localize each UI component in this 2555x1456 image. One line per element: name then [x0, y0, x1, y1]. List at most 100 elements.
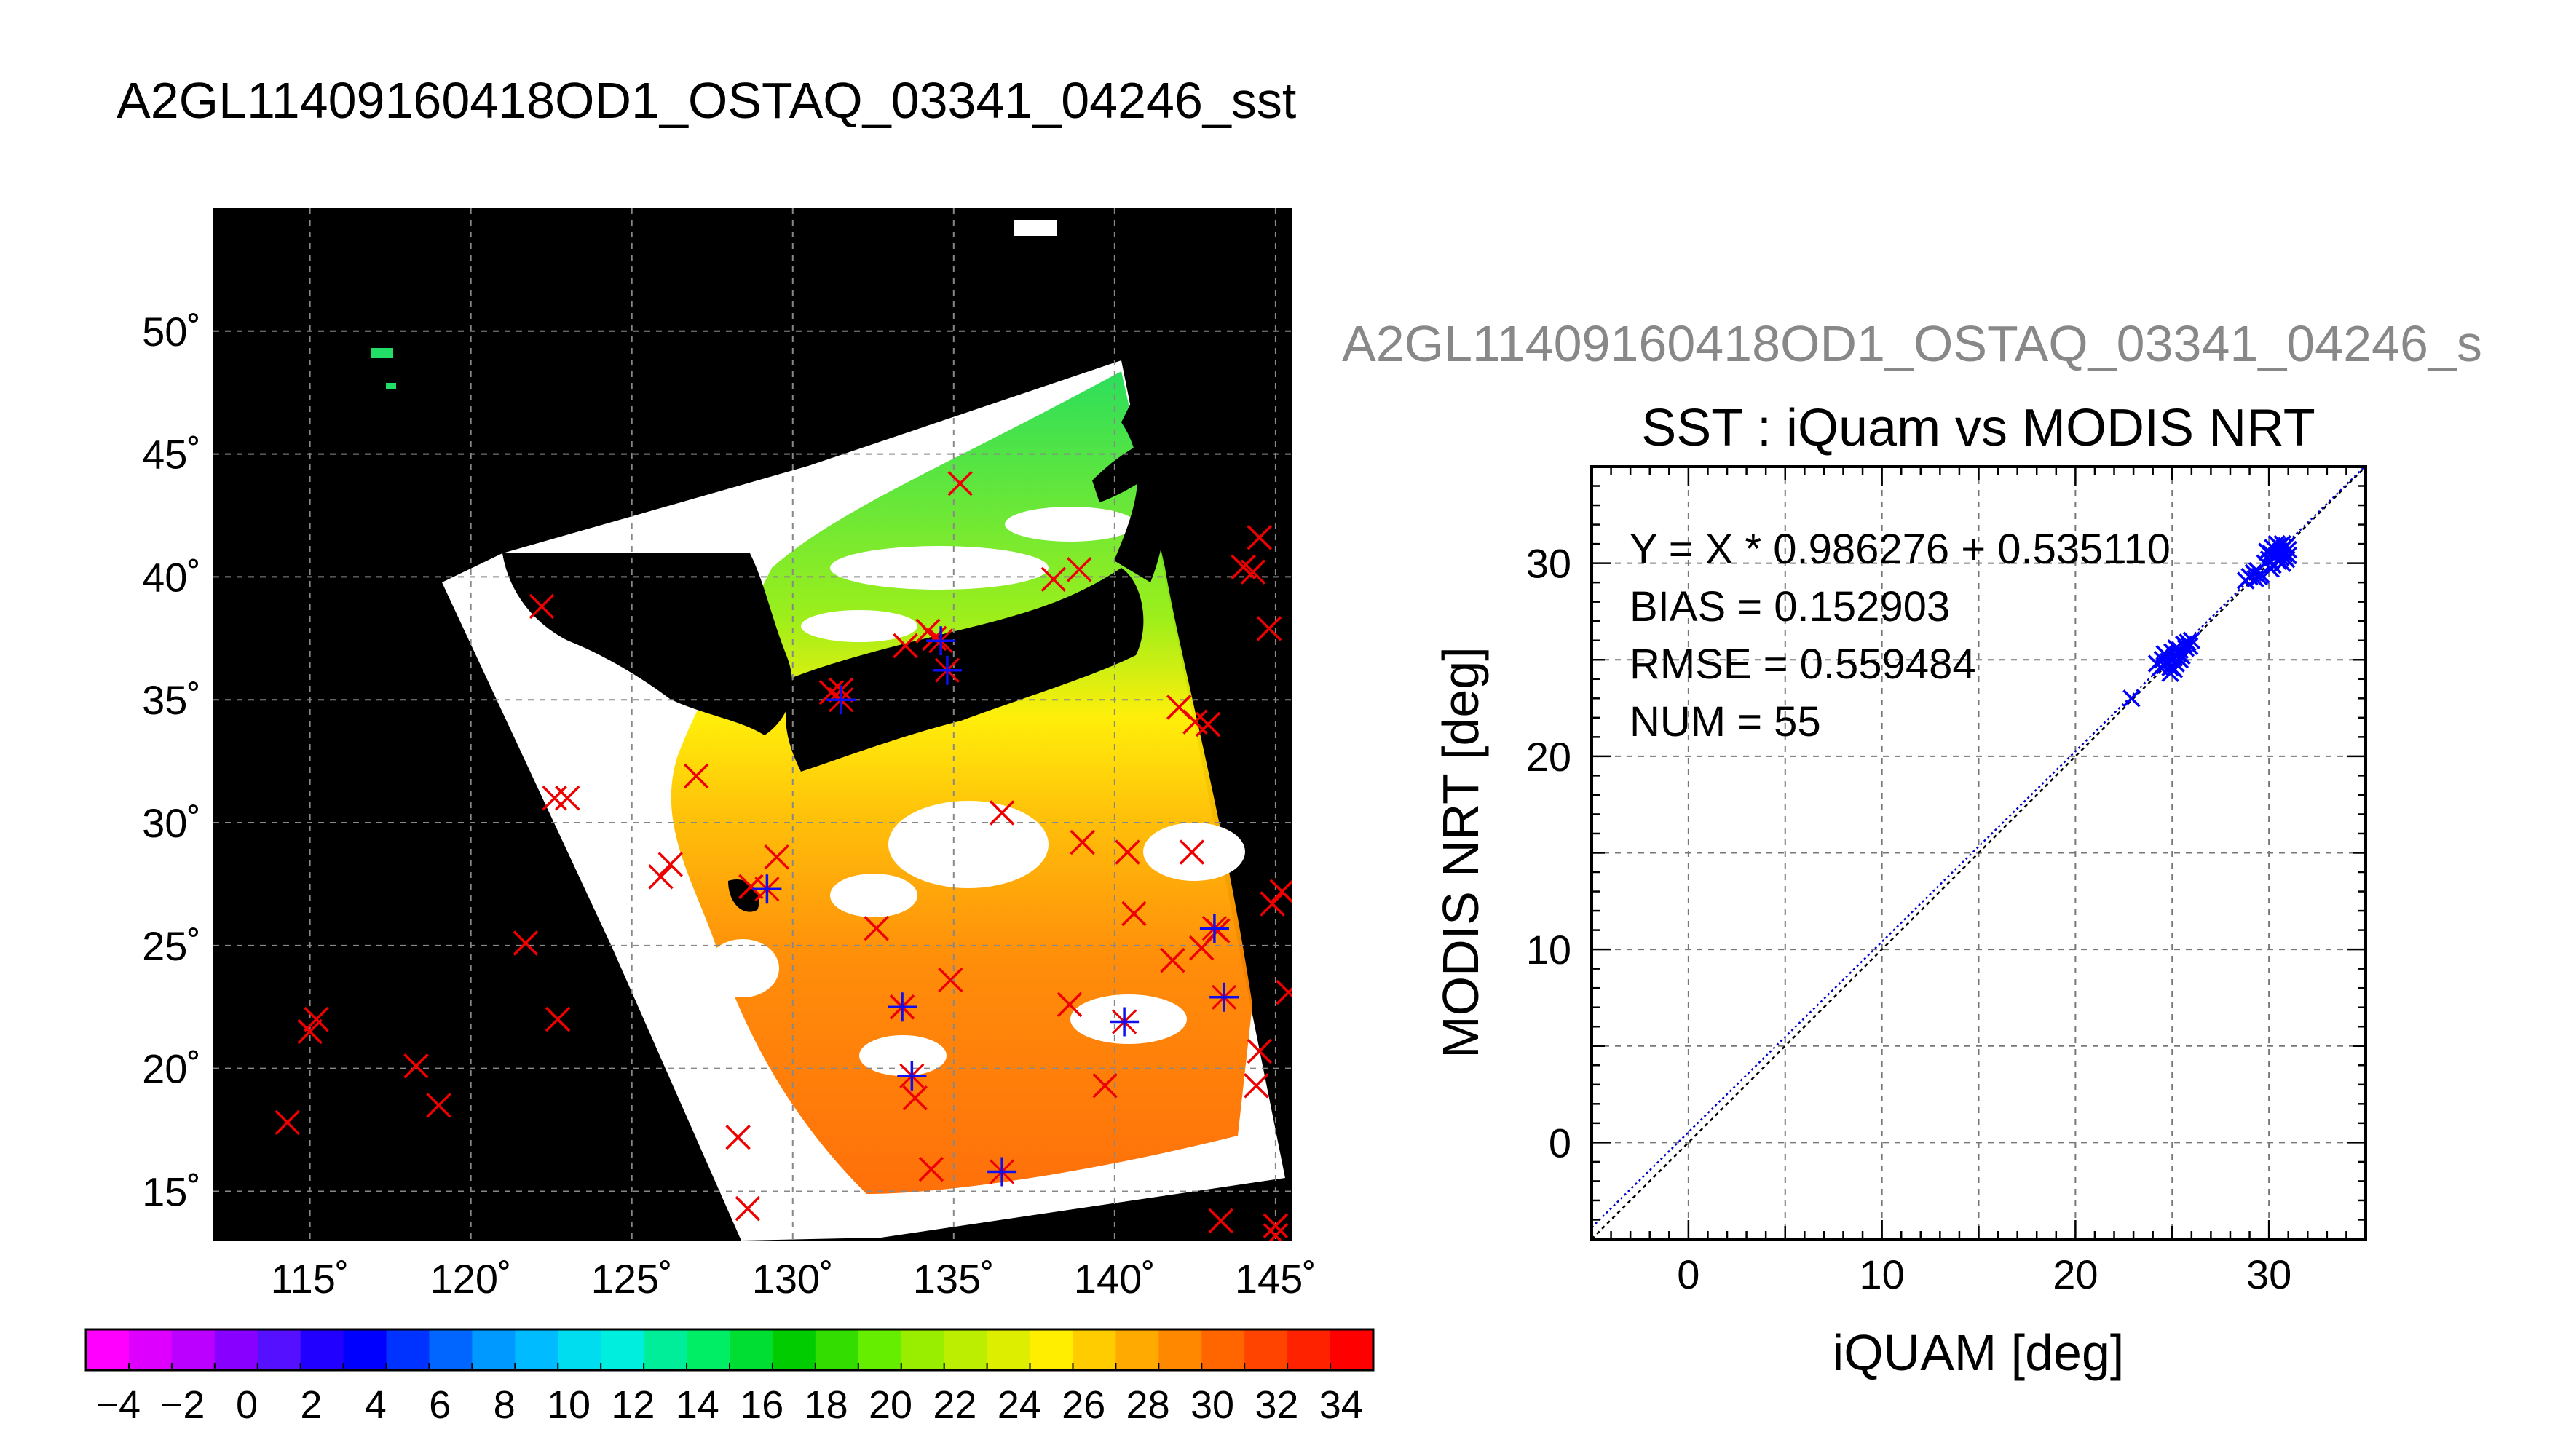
colorbar-label: 8 — [494, 1383, 516, 1427]
colorbar-swatch — [1073, 1329, 1116, 1370]
scatter-point — [2171, 651, 2189, 669]
map-matchup-red — [304, 1006, 329, 1032]
scatter-panel: 0 10 20 30 0 10 20 30 Y = X * 0.986276 + 0.5351… — [1432, 465, 2367, 1381]
scatter-point — [2277, 550, 2296, 569]
map-matchup-red — [403, 1053, 429, 1079]
colorbar-label: 30 — [1190, 1383, 1234, 1427]
y-tick-label: 10 — [1526, 927, 1571, 973]
colorbar-swatch — [128, 1329, 173, 1370]
map-matchup-red — [1247, 525, 1273, 550]
map-lon-label: 115˚ — [271, 1256, 350, 1302]
colorbar-swatch — [1115, 1329, 1159, 1370]
cloud-patches — [706, 507, 1245, 1076]
map-matchup-red — [426, 1093, 451, 1118]
x-axis-label: iQUAM [deg] — [1833, 1324, 2125, 1381]
scatter-point — [2182, 631, 2201, 649]
map-matchup-red — [648, 864, 674, 890]
map-lon-label: 140˚ — [1074, 1256, 1156, 1302]
colorbar-label: 18 — [805, 1383, 848, 1427]
map-axis-labels: 115˚ 120˚ 125˚ 130˚ 135˚ 140˚ 145˚ 50˚ 45˚ 40˚ 35˚… — [142, 309, 1316, 1302]
map-matchup-red — [725, 1124, 751, 1150]
colorbar-label: 22 — [933, 1383, 976, 1427]
colorbar-swatch — [644, 1329, 687, 1370]
stats-num: NUM = 55 — [1630, 698, 1821, 745]
scatter-title: SST : iQuam vs MODIS NRT — [1641, 399, 2315, 457]
colorbar-label: 12 — [611, 1383, 655, 1427]
colorbar-swatch — [944, 1329, 988, 1370]
map-matchup-red — [738, 874, 764, 900]
map-graticule — [213, 208, 1292, 1241]
map-lat-label: 35˚ — [142, 677, 201, 723]
map-matchup-red — [1260, 891, 1285, 917]
colorbar-labels: −4 −2 0 2 4 6 8 10 12 14 16 18 20 22 24 26 28 30 32 34 — [95, 1383, 1362, 1427]
colorbar-label: 14 — [676, 1383, 719, 1427]
colorbar-label: −2 — [160, 1383, 205, 1427]
map-matchup-red — [545, 1006, 571, 1032]
colorbar-swatch — [987, 1329, 1031, 1370]
colorbar-label: 10 — [547, 1383, 591, 1427]
map-matchup-red — [902, 1085, 928, 1111]
scatter-tick-labels: 0 10 20 30 0 10 20 30 — [1526, 541, 2292, 1297]
map-matchup-blue — [987, 1157, 1017, 1187]
map-matchup-red — [1195, 711, 1221, 737]
land-masses — [502, 393, 1166, 912]
colorbar-label: 24 — [998, 1383, 1041, 1427]
map-matchup-red — [542, 786, 567, 811]
map-matchup-red — [947, 470, 973, 496]
colorbar-swatch — [343, 1329, 387, 1370]
map-matchup-red — [864, 915, 889, 941]
colorbar-swatches — [86, 1329, 1374, 1370]
colorbar-label: 6 — [429, 1383, 451, 1427]
map-matchup-red — [1179, 839, 1205, 865]
map-lat-label: 45˚ — [142, 432, 201, 478]
map-matchup-blue — [1199, 914, 1229, 943]
x-tick-label: 0 — [1677, 1251, 1699, 1297]
scatter-point — [2176, 639, 2195, 657]
map-matchup-blue — [1110, 1007, 1140, 1037]
colorbar-swatch — [601, 1329, 644, 1370]
map-matchup-red — [1040, 566, 1067, 593]
map-matchups — [275, 470, 1292, 1241]
map-matchup-red — [1276, 979, 1292, 1005]
scatter-points — [2122, 534, 2297, 708]
colorbar-swatch — [171, 1329, 216, 1370]
map-matchup-blue — [897, 1061, 927, 1091]
colorbar-swatch — [1287, 1329, 1331, 1370]
colorbar-label: 16 — [740, 1383, 783, 1427]
colorbar-swatch — [1201, 1329, 1245, 1370]
colorbar-swatch — [386, 1329, 430, 1370]
colorbar-label: 34 — [1319, 1383, 1363, 1427]
map-matchup-red — [297, 1018, 323, 1045]
map-lon-label: 120˚ — [430, 1256, 512, 1302]
map-matchup-blue — [888, 992, 917, 1022]
colorbar-swatch — [901, 1329, 945, 1370]
colorbar-swatch — [815, 1329, 859, 1370]
map-matchup-red — [1269, 879, 1292, 904]
y-tick-label: 20 — [1526, 734, 1571, 780]
map-matchup-red — [1160, 947, 1185, 973]
identity-line — [1592, 467, 2366, 1239]
map-matchup-blue — [1209, 982, 1239, 1012]
map-matchup-red — [1070, 829, 1095, 855]
map-matchup-blue — [826, 685, 856, 715]
map-matchup-red — [1263, 1213, 1289, 1238]
scatter-ticks — [1590, 465, 2367, 1241]
y-tick-label: 30 — [1526, 541, 1571, 587]
map-matchup-red — [1066, 557, 1092, 582]
map-matchup-red — [513, 930, 539, 956]
colorbar-label: −4 — [95, 1383, 141, 1427]
stats-fit: Y = X * 0.986276 + 0.535110 — [1630, 526, 2171, 573]
map-lon-label: 125˚ — [591, 1256, 673, 1302]
map-matchup-red — [1247, 1038, 1273, 1064]
colorbar-swatch — [300, 1329, 344, 1370]
map-matchup-red — [938, 967, 963, 993]
map-lat-label: 20˚ — [142, 1046, 201, 1092]
map-matchup-red — [764, 844, 789, 870]
colorbar-swatch — [858, 1329, 902, 1370]
map-matchup-red — [1115, 839, 1140, 865]
figure-title: A2GL11409160418OD1_OSTAQ_03341_04246_sst — [117, 72, 1296, 129]
map-matchup-blue — [932, 655, 962, 685]
colorbar-swatch — [214, 1329, 258, 1370]
scatter-point — [2179, 633, 2197, 652]
colorbar-swatch — [558, 1329, 601, 1370]
